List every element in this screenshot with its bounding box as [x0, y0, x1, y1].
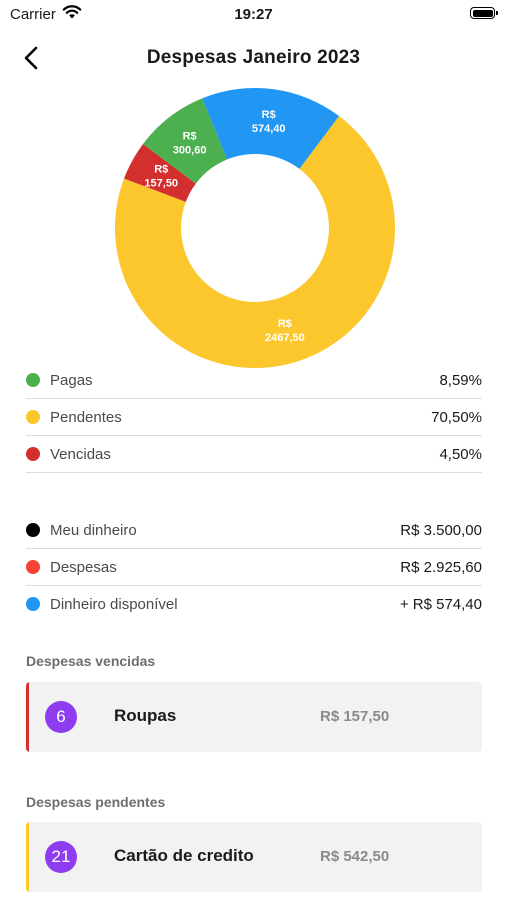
pending-section-title: Despesas pendentes	[26, 794, 166, 810]
back-button[interactable]	[14, 40, 48, 76]
summary-row-available: Dinheiro disponível + R$ 574,40	[26, 586, 482, 622]
legend-row-paid: Pagas 8,59%	[26, 362, 482, 399]
paid-dot	[26, 373, 40, 387]
legend-value: 70,50%	[431, 408, 482, 426]
summary-row-my-money: Meu dinheiro R$ 3.500,00	[26, 512, 482, 549]
summary-label: Dinheiro disponível	[50, 595, 178, 613]
summary-row-expenses: Despesas R$ 2.925,60	[26, 549, 482, 586]
status-legend: Pagas 8,59% Pendentes 70,50% Vencidas 4,…	[26, 362, 482, 473]
carrier-label: Carrier	[10, 6, 56, 23]
slice-label: R$ 574,40	[252, 109, 286, 135]
legend-row-pending: Pendentes 70,50%	[26, 399, 482, 436]
card-accent-bar	[26, 822, 29, 892]
slice-available	[202, 87, 340, 169]
legend-label: Vencidas	[50, 445, 111, 463]
legend-label: Pendentes	[50, 408, 122, 426]
expense-amount: R$ 542,50	[320, 848, 390, 865]
my-money-dot	[26, 523, 40, 537]
legend-row-overdue: Vencidas 4,50%	[26, 436, 482, 473]
header: Despesas Janeiro 2023	[0, 38, 507, 78]
overdue-dot	[26, 447, 40, 461]
summary-value: + R$ 574,40	[399, 595, 482, 613]
legend-value: 4,50%	[439, 445, 482, 463]
count-badge: 6	[45, 701, 77, 733]
slice-label: R$ 157,50	[144, 163, 178, 189]
overdue-expense-card[interactable]: 6 Roupas R$ 157,50	[26, 682, 482, 752]
available-dot	[26, 597, 40, 611]
pending-expense-card[interactable]: 21 Cartão de credito R$ 542,50	[26, 822, 482, 892]
summary-value: R$ 2.925,60	[400, 558, 482, 576]
slice-pending	[114, 116, 395, 368]
summary-value: R$ 3.500,00	[400, 521, 482, 539]
wifi-icon	[62, 4, 82, 25]
status-bar: Carrier 19:27	[0, 0, 507, 30]
status-time: 19:27	[234, 6, 273, 23]
card-accent-bar	[26, 682, 29, 752]
expenses-dot	[26, 560, 40, 574]
count-badge: 21	[45, 841, 77, 873]
slice-label: R$ 300,60	[173, 130, 207, 156]
summary-label: Meu dinheiro	[50, 521, 137, 539]
overdue-section-title: Despesas vencidas	[26, 653, 156, 669]
slice-label: R$ 2467,50	[265, 318, 305, 344]
expense-name: Cartão de credito	[114, 846, 254, 865]
chevron-left-icon	[24, 46, 38, 70]
page-title: Despesas Janeiro 2023	[146, 47, 361, 68]
legend-label: Pagas	[50, 371, 93, 389]
slice-paid	[143, 98, 228, 184]
battery-icon	[470, 7, 498, 19]
expense-amount: R$ 157,50	[320, 708, 390, 725]
pending-dot	[26, 410, 40, 424]
money-summary: Meu dinheiro R$ 3.500,00 Despesas R$ 2.9…	[26, 512, 482, 622]
summary-label: Despesas	[50, 558, 117, 576]
expense-donut-chart: R$ 2467,50 R$ 157,50 R$ 300,60 R$ 574,40	[114, 87, 395, 368]
expense-name: Roupas	[114, 706, 177, 725]
legend-value: 8,59%	[439, 371, 482, 389]
slice-overdue	[124, 143, 196, 202]
